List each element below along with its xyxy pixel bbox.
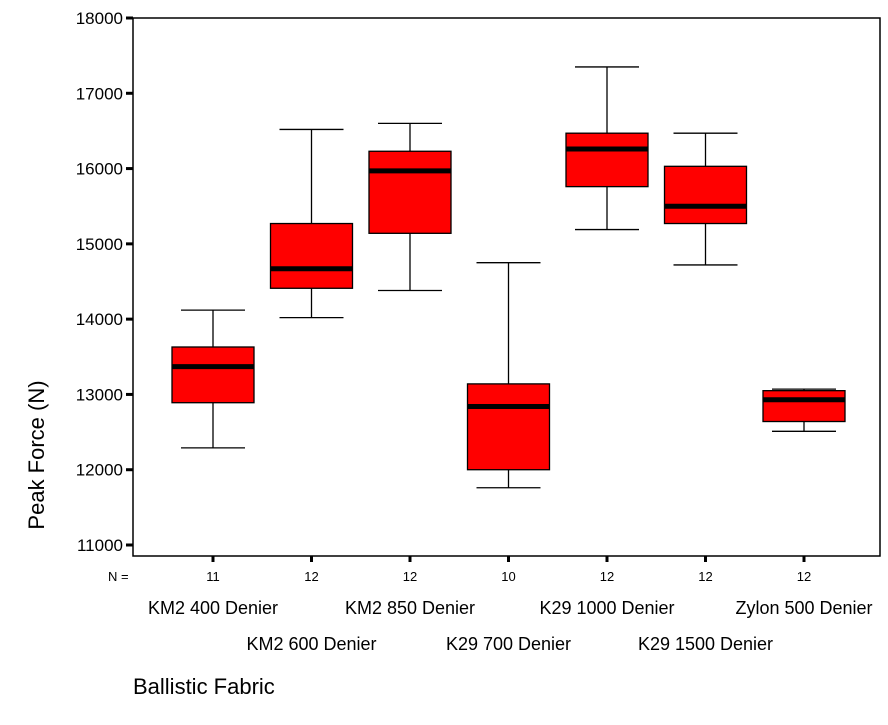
y-tick-label: 11000 <box>77 536 123 555</box>
x-category-label: KM2 850 Denier <box>345 598 475 618</box>
box-6 <box>663 132 748 266</box>
box-1 <box>171 309 255 449</box>
box-iqr <box>466 383 551 471</box>
y-tick-label: 17000 <box>76 84 123 103</box>
y-tick-label: 13000 <box>76 385 123 404</box>
y-tick-label: 15000 <box>76 235 123 254</box>
box-iqr <box>368 150 452 234</box>
x-category-label: K29 1000 Denier <box>539 598 674 618</box>
x-category-label: KM2 400 Denier <box>148 598 278 618</box>
x-axis: 11 KM2 400 Denier 12 KM2 600 Denier 12 KM2 85… <box>148 556 873 654</box>
n-value: 12 <box>304 569 318 584</box>
x-category-label: K29 1500 Denier <box>638 634 773 654</box>
n-value: 12 <box>403 569 417 584</box>
y-tick-label: 18000 <box>76 9 123 28</box>
boxes-group <box>171 66 846 489</box>
n-value: 12 <box>698 569 712 584</box>
box-iqr <box>762 390 846 423</box>
x-category-label: Zylon 500 Denier <box>735 598 872 618</box>
y-tick-label: 14000 <box>76 310 123 329</box>
y-tick-label: 12000 <box>76 461 123 480</box>
n-value: 10 <box>501 569 515 584</box>
n-value: 12 <box>600 569 614 584</box>
n-value: 12 <box>797 569 811 584</box>
box-4 <box>466 262 551 489</box>
box-iqr <box>663 165 748 225</box>
plot-area-frame <box>132 17 881 557</box>
y-tick-label: 16000 <box>76 160 123 179</box>
x-category-label: K29 700 Denier <box>446 634 571 654</box>
box-iqr <box>565 132 649 188</box>
x-axis-title: Ballistic Fabric <box>133 674 275 699</box>
box-iqr <box>171 346 255 404</box>
box-iqr <box>269 222 354 289</box>
box-5 <box>565 66 649 231</box>
y-axis-title: Peak Force (N) <box>24 380 49 529</box>
n-label: N = <box>108 569 129 584</box>
box-7 <box>762 388 846 432</box>
x-category-label: KM2 600 Denier <box>246 634 376 654</box>
n-value: 11 <box>206 569 220 584</box>
box-3 <box>368 122 452 292</box>
y-axis: 11000 12000 13000 14000 15000 16000 17000 18000 <box>76 9 133 555</box>
box-2 <box>269 128 354 319</box>
